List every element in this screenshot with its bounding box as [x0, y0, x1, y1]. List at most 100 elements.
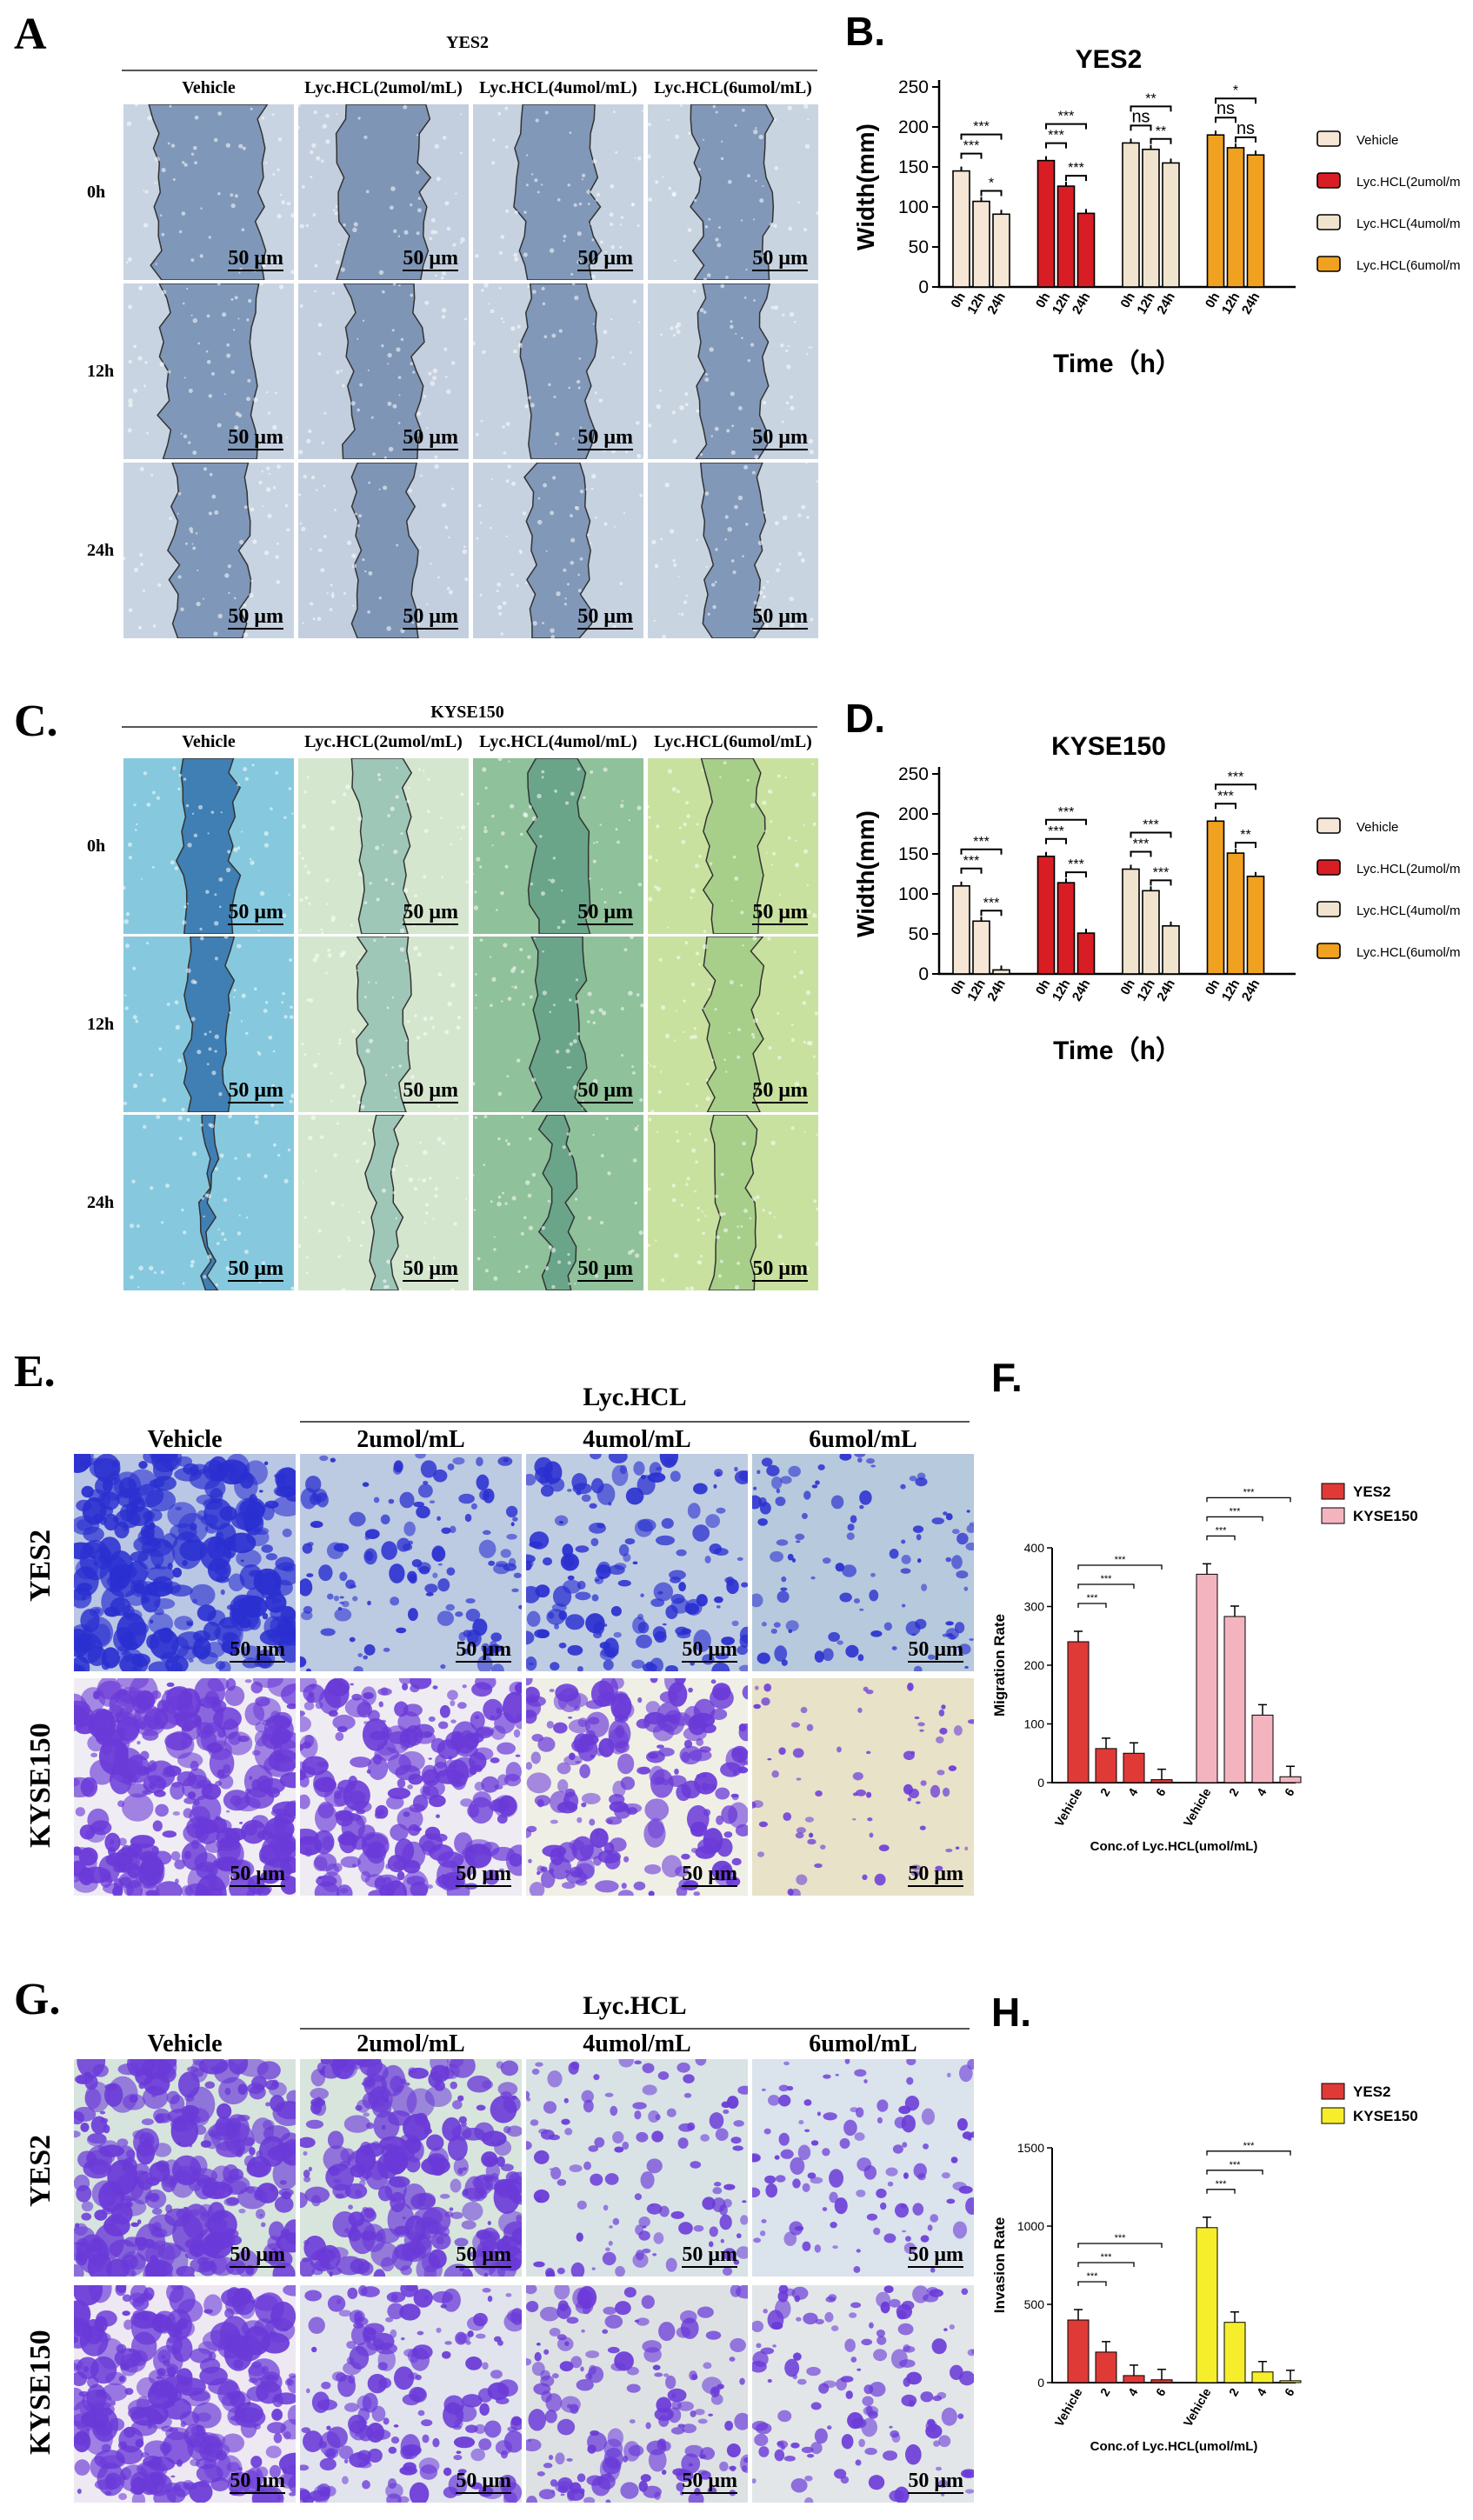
cell-speck [229, 1011, 231, 1014]
stained-cell [526, 2438, 542, 2452]
cell-speck [170, 143, 176, 148]
stained-cell [643, 1820, 666, 1848]
error-bar [1130, 2364, 1138, 2376]
cell-speck [504, 1202, 508, 1205]
stained-cell [626, 2366, 639, 2376]
cell-speck [702, 1231, 705, 1236]
stained-cell [431, 1546, 446, 1563]
x-tick-label: 12h [1050, 290, 1074, 317]
stained-cell [551, 2490, 556, 2494]
stained-cell [814, 1863, 823, 1869]
stained-cell [119, 1653, 149, 1671]
panel-c-rule [122, 726, 817, 728]
bar [1246, 154, 1265, 288]
cell-speck [773, 223, 777, 228]
stained-cell [368, 1756, 389, 1781]
wound-image: 50 μm [298, 937, 469, 1112]
stained-cell [739, 2377, 745, 2385]
stained-cell [607, 2428, 623, 2448]
stained-cell [218, 1774, 234, 1790]
cell-speck [776, 1011, 780, 1015]
stained-cell [82, 1541, 102, 1555]
stained-cell [549, 1689, 555, 1693]
stained-cell [855, 2107, 864, 2118]
stained-cell [428, 1716, 436, 1723]
stained-cell [496, 1707, 503, 1715]
wound-gap [708, 1115, 758, 1290]
scale-bar-label: 50 μm [752, 901, 808, 925]
stained-cell [715, 1652, 730, 1660]
stained-cell [363, 2207, 376, 2219]
cell-speck [398, 394, 401, 397]
cell-speck [214, 893, 217, 897]
cell-speck [753, 1017, 758, 1023]
stained-cell [734, 2412, 748, 2430]
cell-speck [552, 1003, 556, 1007]
stained-cell [758, 1821, 769, 1828]
stained-cell [690, 1821, 708, 1837]
cell-speck [133, 567, 139, 573]
stained-cell [945, 1513, 953, 1521]
cell-speck [128, 842, 132, 847]
cell-speck [570, 537, 576, 543]
stained-cell [602, 2329, 609, 2334]
stained-cell [122, 1524, 129, 1532]
cell-speck [406, 1020, 410, 1023]
stained-cell [421, 1840, 436, 1856]
cell-speck [302, 622, 304, 624]
cell-speck [500, 632, 504, 636]
cell-speck [693, 1027, 697, 1030]
significance-mark: *** [1048, 129, 1064, 143]
cell-speck [730, 559, 735, 563]
x-tick-label: 12h [1050, 977, 1074, 1004]
stained-cell [632, 2102, 647, 2110]
cell-speck [750, 1032, 755, 1037]
cell-speck [238, 1214, 241, 1217]
significance-mark: *** [1048, 824, 1064, 839]
cell-speck [591, 238, 595, 242]
cell-speck [527, 1193, 532, 1198]
stained-cell [563, 1791, 579, 1810]
stained-cell [921, 1583, 928, 1591]
cell-speck [162, 1097, 167, 1103]
stained-cell [657, 2070, 670, 2081]
stained-cell [708, 2413, 713, 2417]
cell-speck [434, 1194, 438, 1198]
stained-cell [344, 2183, 368, 2199]
stained-cell [265, 1553, 278, 1561]
cell-speck [762, 595, 766, 599]
cell-speck [767, 789, 772, 794]
cell-speck [637, 805, 642, 810]
cell-speck [130, 1275, 134, 1280]
stained-cell [840, 2376, 854, 2383]
cell-speck [476, 857, 481, 862]
cell-speck [502, 425, 505, 429]
scale-bar-label: 50 μm [403, 901, 458, 925]
stained-cell [128, 2406, 148, 2420]
cell-speck [456, 1025, 461, 1030]
stained-cell [604, 2314, 623, 2329]
cell-speck [201, 1197, 204, 1200]
stained-cell [544, 2410, 557, 2423]
cell-speck [715, 110, 718, 114]
cell-speck [434, 143, 439, 150]
x-axis-label: Time（h） [1053, 1036, 1182, 1065]
stained-cell [449, 1764, 455, 1769]
cell-speck [775, 568, 781, 573]
scale-bar-label: 50 μm [403, 426, 458, 450]
stained-cell [823, 2380, 836, 2389]
stained-cell [823, 2112, 837, 2121]
cell-speck [570, 560, 575, 565]
stained-cell [803, 2099, 812, 2106]
transwell-image: 50 μm [752, 1678, 974, 1896]
cell-speck [686, 1083, 690, 1086]
stained-cell [768, 2094, 780, 2106]
cell-speck [667, 926, 670, 929]
stained-cell [883, 2450, 898, 2461]
stained-cell [131, 2491, 146, 2503]
cell-speck [510, 572, 515, 577]
significance-bracket [1077, 1603, 1107, 1608]
stained-cell [907, 1797, 912, 1802]
wound-gap [197, 1115, 220, 1290]
cell-speck [679, 104, 683, 107]
